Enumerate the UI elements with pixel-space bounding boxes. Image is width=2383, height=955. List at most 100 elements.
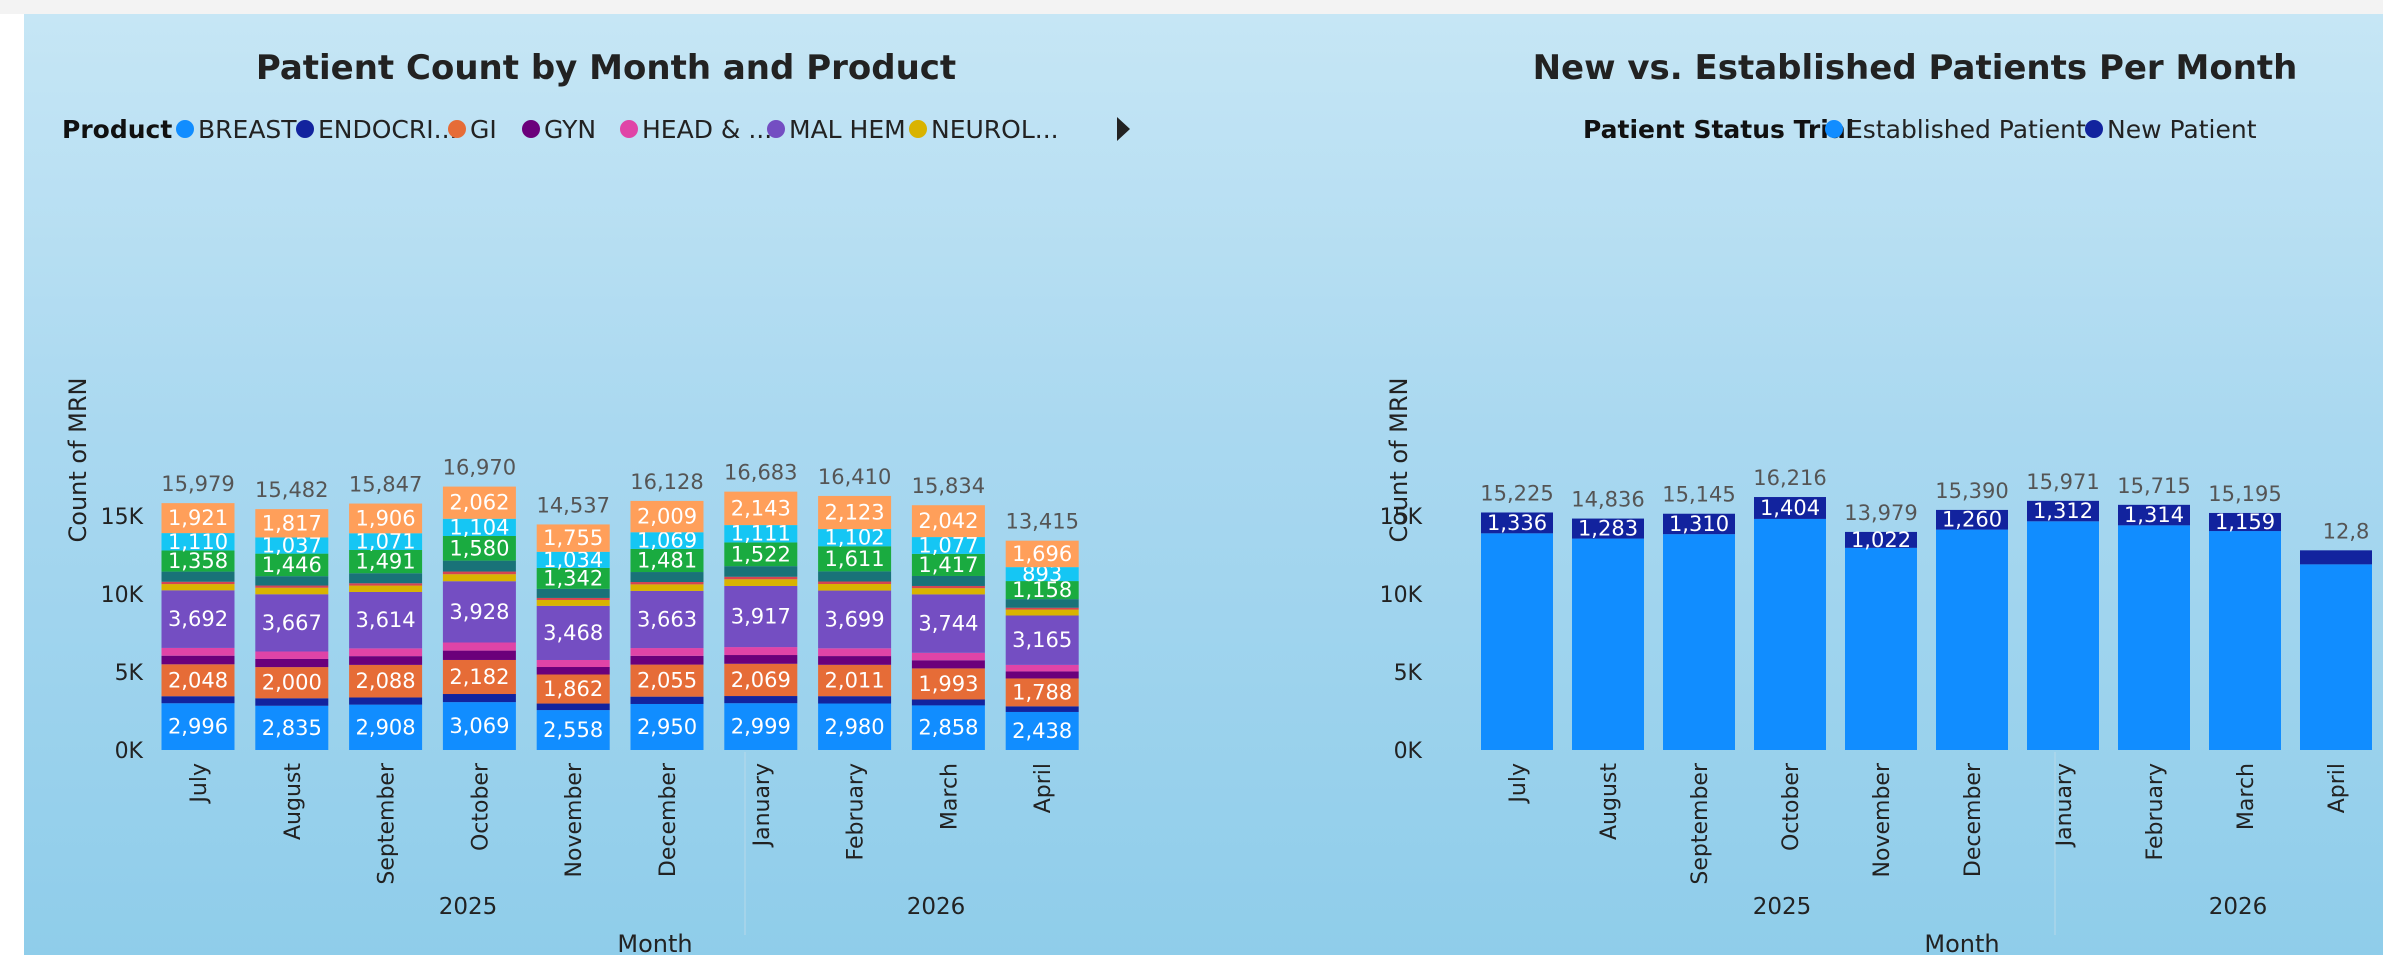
bar-segment[interactable] [161, 655, 235, 665]
bar-segment[interactable] [911, 660, 985, 669]
bar-segment[interactable] [818, 584, 892, 591]
bar-segment[interactable] [630, 572, 704, 583]
bar-segment[interactable] [536, 659, 610, 668]
bar-segment[interactable] [442, 560, 516, 572]
bar-segment[interactable] [442, 659, 516, 695]
bar-segment[interactable] [630, 548, 704, 573]
bar-segment[interactable] [536, 597, 610, 600]
bar-segment[interactable] [442, 650, 516, 660]
legend-item-label[interactable]: New Patient [2107, 115, 2257, 144]
bar-segment[interactable] [255, 509, 329, 538]
bar-segment[interactable] [349, 583, 423, 586]
bar-segment[interactable] [724, 696, 798, 704]
bar-segment[interactable] [536, 667, 610, 675]
bar-segment[interactable] [1481, 512, 1553, 534]
bar-segment[interactable] [161, 581, 235, 585]
bar-segment[interactable] [1936, 529, 2008, 750]
legend-item-label[interactable]: GI [470, 115, 497, 144]
bar-segment[interactable] [161, 664, 235, 697]
bar-segment[interactable] [911, 505, 985, 538]
bar-segment[interactable] [818, 495, 892, 530]
bar-segment[interactable] [724, 579, 798, 586]
bar-segment[interactable] [911, 537, 985, 554]
chart1-legend[interactable]: BREAST ENDOCRI... GI GYN HEAD & ... MAL HEM NE… [176, 115, 1059, 144]
bar-segment[interactable] [536, 551, 610, 568]
bar-segment[interactable] [911, 588, 985, 595]
legend-item-label[interactable]: NEUROL... [931, 115, 1059, 144]
bar-segment[interactable] [911, 575, 985, 586]
bar-segment[interactable] [1754, 497, 1826, 519]
bar-segment[interactable] [536, 524, 610, 552]
chart2-legend[interactable]: Established Patient New Patient [1825, 115, 2257, 144]
bar-segment[interactable] [1005, 567, 1079, 582]
legend-item-label[interactable]: Established Patient [1847, 115, 2086, 144]
bar-segment[interactable] [255, 587, 329, 595]
bar-segment[interactable] [1005, 678, 1079, 707]
bar-segment[interactable] [1005, 607, 1079, 610]
bar-segment[interactable] [911, 705, 985, 750]
bar-segment[interactable] [724, 655, 798, 664]
bar-segment[interactable] [724, 491, 798, 526]
bar-segment[interactable] [442, 535, 516, 561]
bar-segment[interactable] [161, 571, 235, 582]
bar-segment[interactable] [630, 582, 704, 585]
bar-segment[interactable] [1572, 518, 1644, 539]
bar-segment[interactable] [161, 533, 235, 551]
bar-segment[interactable] [2027, 500, 2099, 522]
bar-segment[interactable] [161, 550, 235, 572]
legend-item-label[interactable]: ENDOCRI... [318, 115, 457, 144]
bar-segment[interactable] [442, 574, 516, 582]
bar-segment[interactable] [2118, 525, 2190, 750]
bar-segment[interactable] [536, 567, 610, 589]
bar-segment[interactable] [536, 710, 610, 750]
bar-segment[interactable] [442, 571, 516, 575]
bar-segment[interactable] [536, 599, 610, 606]
bar-segment[interactable] [818, 529, 892, 547]
bar-segment[interactable] [442, 694, 516, 703]
bar-segment[interactable] [255, 651, 329, 659]
bar-segment[interactable] [630, 703, 704, 750]
bar-segment[interactable] [1005, 671, 1079, 679]
bar-segment[interactable] [349, 704, 423, 750]
bar-segment[interactable] [349, 648, 423, 657]
bar-segment[interactable] [2300, 564, 2372, 750]
bar-segment[interactable] [2209, 512, 2281, 532]
bar-segment[interactable] [911, 699, 985, 706]
bar-segment[interactable] [1663, 513, 1735, 535]
bar-segment[interactable] [255, 667, 329, 699]
bar-segment[interactable] [1005, 711, 1079, 750]
bar-segment[interactable] [349, 656, 423, 665]
bar-segment[interactable] [255, 585, 329, 588]
legend-next-arrow-icon[interactable] [1117, 117, 1130, 141]
bar-segment[interactable] [255, 658, 329, 668]
bar-segment[interactable] [161, 647, 235, 656]
bar-segment[interactable] [818, 546, 892, 572]
bar-segment[interactable] [536, 588, 610, 598]
bar-segment[interactable] [255, 594, 329, 652]
bar-segment[interactable] [724, 566, 798, 577]
bar-segment[interactable] [1845, 531, 1917, 548]
bar-segment[interactable] [161, 696, 235, 704]
legend-item-label[interactable]: HEAD & ... [642, 115, 772, 144]
bar-segment[interactable] [630, 590, 704, 649]
bar-segment[interactable] [818, 703, 892, 750]
bar-segment[interactable] [536, 605, 610, 660]
bar-segment[interactable] [255, 553, 329, 577]
bar-segment[interactable] [1005, 664, 1079, 672]
bar-segment[interactable] [630, 500, 704, 533]
bar-segment[interactable] [724, 647, 798, 656]
bar-segment[interactable] [2118, 504, 2190, 526]
bar-segment[interactable] [161, 584, 235, 591]
bar-segment[interactable] [818, 664, 892, 697]
bar-segment[interactable] [911, 668, 985, 700]
bar-segment[interactable] [349, 503, 423, 534]
bar-segment[interactable] [442, 642, 516, 651]
bar-segment[interactable] [255, 576, 329, 586]
bar-segment[interactable] [911, 585, 985, 589]
bar-segment[interactable] [630, 655, 704, 665]
bar-segment[interactable] [161, 590, 235, 648]
bar-segment[interactable] [818, 571, 892, 582]
bar-segment[interactable] [442, 518, 516, 536]
legend-item-label[interactable]: GYN [544, 115, 596, 144]
bar-segment[interactable] [349, 585, 423, 592]
